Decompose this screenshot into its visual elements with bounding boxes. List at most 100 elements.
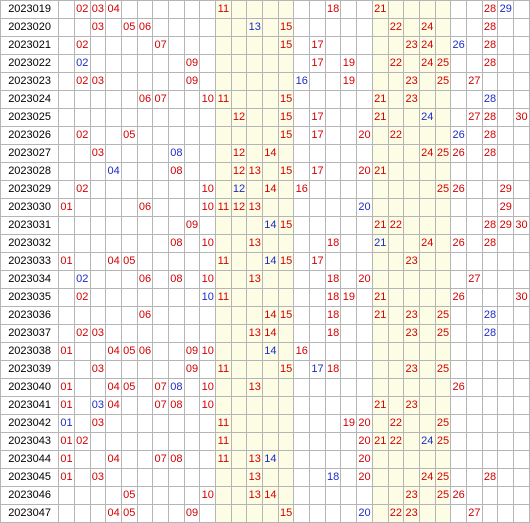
empty-cell: [152, 108, 170, 127]
red-number-cell: 28: [481, 234, 499, 253]
red-number-cell: 14: [262, 306, 279, 325]
red-number-cell: 22: [387, 504, 405, 523]
empty-cell: [324, 54, 342, 73]
red-number-cell: 10: [199, 90, 217, 109]
empty-cell: [105, 414, 122, 433]
empty-cell: [246, 126, 264, 145]
empty-cell: [58, 288, 75, 307]
empty-cell: [418, 90, 436, 109]
red-number-cell: 26: [450, 180, 467, 199]
empty-cell: [183, 18, 201, 37]
empty-cell: [513, 468, 530, 487]
empty-cell: [246, 342, 264, 361]
empty-cell: [293, 90, 311, 109]
empty-cell: [105, 270, 122, 289]
empty-cell: [324, 108, 342, 127]
empty-cell: [387, 180, 405, 199]
empty-cell: [513, 414, 530, 433]
empty-cell: [403, 414, 420, 433]
empty-cell: [387, 486, 405, 505]
period-cell: 2023027: [0, 144, 60, 163]
empty-cell: [356, 144, 373, 163]
empty-cell: [230, 18, 248, 37]
empty-cell: [262, 54, 279, 73]
red-number-cell: 09: [183, 216, 201, 235]
period-cell: 2023044: [0, 450, 60, 469]
red-number-cell: 05: [120, 18, 138, 37]
empty-cell: [105, 234, 122, 253]
empty-cell: [497, 234, 515, 253]
red-number-cell: 27: [465, 270, 483, 289]
table-row: 2023041 01 03 04 07 08 10 21 23: [0, 396, 530, 415]
empty-cell: [262, 414, 279, 433]
red-number-cell: 20: [356, 468, 373, 487]
blue-number-cell: 20: [356, 198, 373, 217]
empty-cell: [230, 0, 248, 19]
empty-cell: [450, 342, 467, 361]
empty-cell: [230, 396, 248, 415]
empty-cell: [183, 288, 201, 307]
empty-cell: [120, 36, 138, 55]
empty-cell: [340, 198, 358, 217]
empty-cell: [340, 162, 358, 181]
empty-cell: [277, 180, 295, 199]
empty-cell: [136, 216, 154, 235]
empty-cell: [340, 378, 358, 397]
empty-cell: [58, 486, 75, 505]
empty-cell: [230, 270, 248, 289]
empty-cell: [293, 0, 311, 19]
empty-cell: [513, 252, 530, 271]
empty-cell: [465, 414, 483, 433]
empty-cell: [183, 144, 201, 163]
empty-cell: [293, 378, 311, 397]
empty-cell: [136, 432, 154, 451]
red-number-cell: 28: [481, 144, 499, 163]
empty-cell: [215, 36, 232, 55]
empty-cell: [356, 396, 373, 415]
empty-cell: [340, 90, 358, 109]
red-number-cell: 26: [450, 234, 467, 253]
empty-cell: [215, 342, 232, 361]
empty-cell: [136, 324, 154, 343]
empty-cell: [73, 306, 91, 325]
empty-cell: [136, 450, 154, 469]
empty-cell: [58, 126, 75, 145]
empty-cell: [73, 234, 91, 253]
table-row: 2023047 04 05 09 15 20 22 23 27: [0, 504, 530, 523]
empty-cell: [152, 198, 170, 217]
red-number-cell: 13: [246, 162, 264, 181]
red-number-cell: 14: [262, 144, 279, 163]
empty-cell: [387, 162, 405, 181]
red-number-cell: 16: [293, 180, 311, 199]
red-number-cell: 25: [434, 468, 452, 487]
empty-cell: [356, 324, 373, 343]
empty-cell: [340, 468, 358, 487]
empty-cell: [387, 0, 405, 19]
empty-cell: [199, 54, 217, 73]
red-number-cell: 28: [481, 108, 499, 127]
empty-cell: [277, 324, 295, 343]
empty-cell: [371, 378, 389, 397]
red-number-cell: 26: [450, 144, 467, 163]
red-number-cell: 01: [58, 198, 75, 217]
empty-cell: [120, 306, 138, 325]
empty-cell: [371, 450, 389, 469]
empty-cell: [371, 360, 389, 379]
empty-cell: [168, 288, 185, 307]
empty-cell: [152, 72, 170, 91]
red-number-cell: 22: [387, 18, 405, 37]
red-number-cell: 28: [481, 36, 499, 55]
red-number-cell: 18: [324, 360, 342, 379]
empty-cell: [513, 234, 530, 253]
empty-cell: [73, 360, 91, 379]
empty-cell: [246, 72, 264, 91]
table-row: 2023032 08 10 13 18 21 24 26 28: [0, 234, 530, 253]
empty-cell: [73, 162, 91, 181]
red-number-cell: 07: [152, 396, 170, 415]
red-number-cell: 23: [403, 486, 420, 505]
period-cell: 2023043: [0, 432, 60, 451]
blue-number-cell: 26: [450, 36, 467, 55]
blue-number-cell: 24: [418, 108, 436, 127]
empty-cell: [120, 468, 138, 487]
